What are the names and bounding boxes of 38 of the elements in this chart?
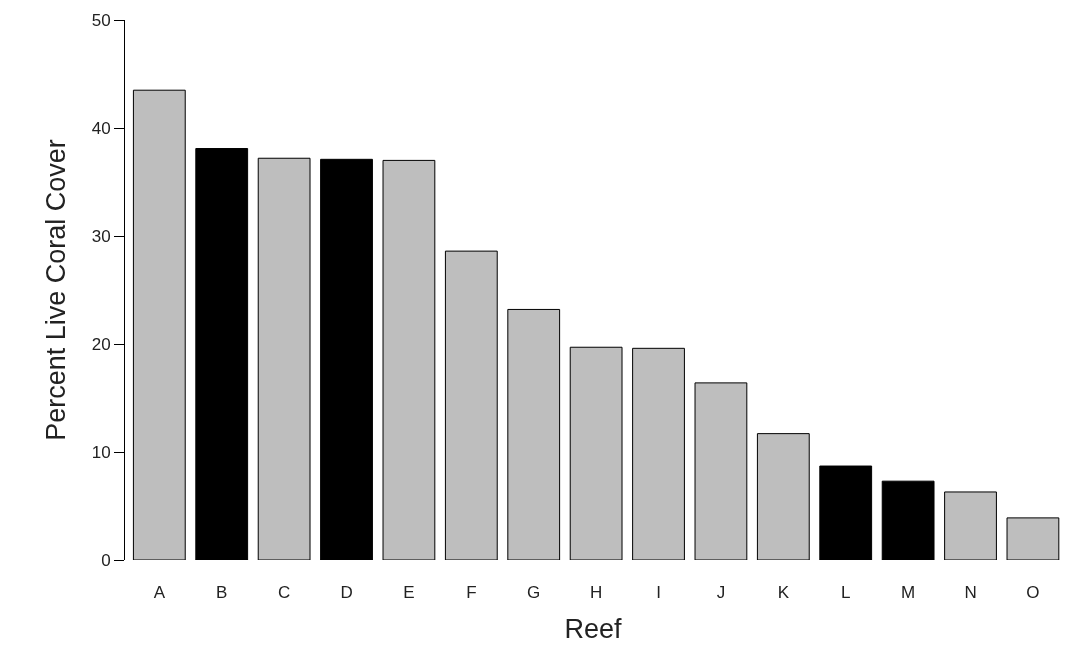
bar <box>1006 517 1060 560</box>
y-tick-label: 50 <box>91 10 111 30</box>
bar <box>444 250 498 560</box>
bar <box>195 148 249 560</box>
x-tick-label: K <box>777 583 790 602</box>
bar <box>257 157 311 560</box>
y-axis-title: Percent Live Coral Cover <box>40 139 71 441</box>
x-tick-label: B <box>216 583 228 602</box>
y-tick-label: 30 <box>91 226 111 246</box>
x-tick-label: H <box>589 583 603 602</box>
bar <box>132 89 186 560</box>
x-tick-label: O <box>1026 583 1040 602</box>
y-tick-label: 40 <box>91 118 111 138</box>
y-tick-label: 0 <box>101 550 111 570</box>
bar <box>881 480 935 560</box>
x-tick-label: M <box>901 583 916 602</box>
x-tick-label: A <box>153 583 166 602</box>
x-tick-label: D <box>340 583 353 602</box>
x-tick-label: G <box>527 583 541 602</box>
bar <box>382 159 436 560</box>
y-tick-label: 10 <box>91 442 111 462</box>
bar <box>507 308 561 560</box>
bar <box>756 433 810 560</box>
x-tick-label: J <box>716 583 726 602</box>
x-tick-label: E <box>403 583 415 602</box>
x-axis-title: Reef <box>564 614 623 645</box>
x-tick-label: I <box>656 583 661 602</box>
bar <box>694 382 748 560</box>
x-tick-label: F <box>466 583 477 602</box>
bar <box>569 346 623 560</box>
bar <box>632 347 685 560</box>
x-tick-label: L <box>840 583 851 602</box>
bar <box>819 465 873 560</box>
bar <box>944 491 997 560</box>
bar <box>320 158 373 560</box>
y-tick-label: 20 <box>91 334 111 354</box>
x-tick-label: N <box>964 583 977 602</box>
x-tick-label: C <box>277 583 291 602</box>
